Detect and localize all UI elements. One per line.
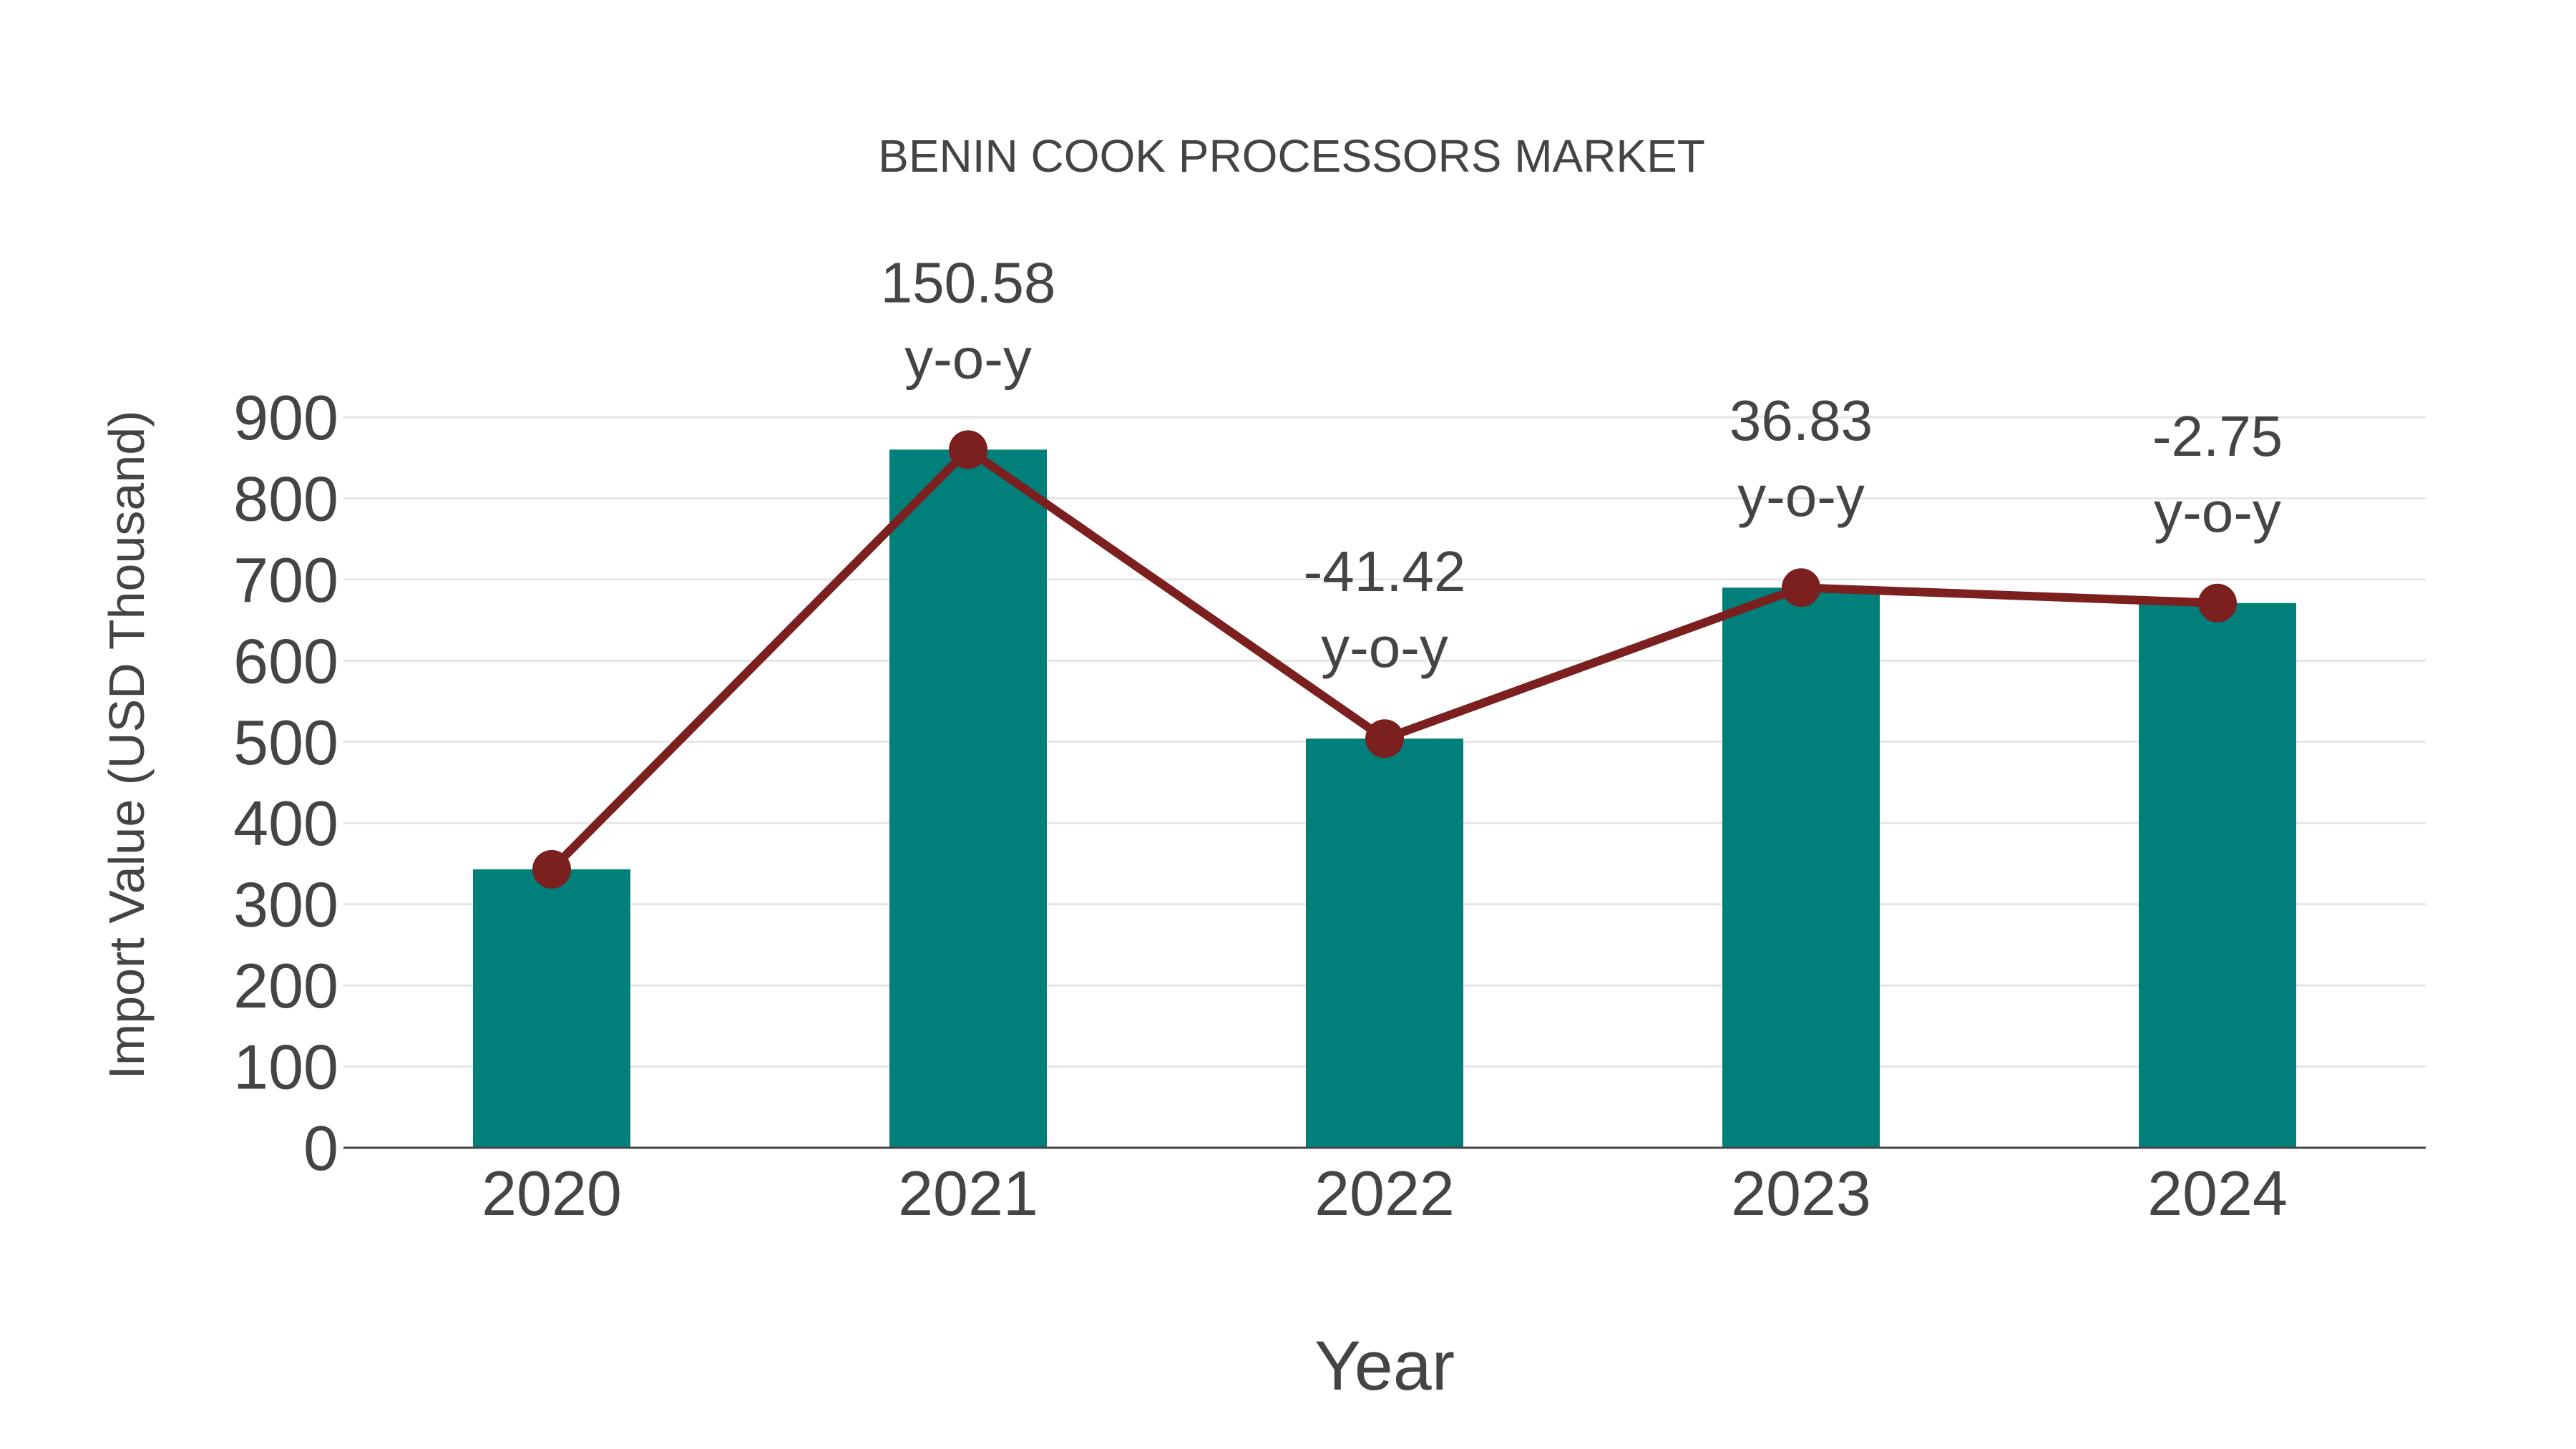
yoy-value: 36.83 [1729, 389, 1873, 452]
trend-marker [1782, 568, 1820, 608]
bar [1722, 587, 1880, 1148]
x-tick-label: 2022 [1314, 1158, 1455, 1229]
trend-marker [1365, 719, 1404, 758]
y-tick-label: 0 [303, 1113, 338, 1184]
y-tick-label: 500 [233, 707, 338, 778]
bar [473, 869, 630, 1148]
yoy-value: -41.42 [1304, 540, 1466, 603]
yoy-annotation: 36.83 y-o-y [1729, 389, 1873, 528]
x-tick-label: 2021 [898, 1158, 1038, 1229]
y-axis-title: Import Value (USD Thousand) [99, 410, 155, 1079]
x-axis-ticks: 2020 2021 2022 2023 2024 [482, 1158, 2288, 1229]
trend-line-series [532, 430, 2237, 889]
trend-marker [532, 849, 571, 889]
x-tick-label: 2023 [1731, 1158, 1871, 1229]
y-tick-label: 200 [233, 950, 338, 1021]
bar [889, 449, 1047, 1148]
yoy-annotation: -41.42 y-o-y [1304, 540, 1466, 679]
y-tick-label: 800 [233, 463, 338, 534]
chart-title: BENIN COOK PROCESSORS MARKET [878, 130, 1705, 182]
y-tick-label: 300 [233, 869, 338, 940]
trend-marker [2198, 583, 2237, 623]
bar [1306, 738, 1463, 1148]
x-tick-label: 2020 [482, 1158, 622, 1229]
x-axis-title: Year [1314, 1327, 1455, 1405]
y-tick-label: 100 [233, 1032, 338, 1103]
yoy-annotation: -2.75 y-o-y [2152, 404, 2283, 544]
y-tick-label: 600 [233, 625, 338, 696]
yoy-annotations: 150.58 y-o-y -41.42 y-o-y 36.83 y-o-y -2.75 y-o… [881, 250, 2283, 679]
yoy-label: y-o-y [2154, 480, 2281, 544]
yoy-value: 150.58 [881, 250, 1056, 314]
y-tick-label: 400 [233, 788, 338, 859]
yoy-label: y-o-y [1737, 464, 1865, 528]
yoy-label: y-o-y [904, 326, 1032, 390]
x-tick-label: 2024 [2147, 1158, 2288, 1229]
yoy-label: y-o-y [1321, 615, 1448, 679]
trend-marker [949, 430, 987, 469]
y-tick-label: 900 [233, 382, 338, 453]
yoy-annotation: 150.58 y-o-y [881, 250, 1056, 390]
bar [2139, 602, 2296, 1148]
yoy-value: -2.75 [2152, 404, 2283, 468]
y-axis-ticks: 0 100 200 300 400 500 600 700 800 900 [233, 382, 338, 1184]
bar-series [473, 449, 2296, 1148]
y-tick-label: 700 [233, 545, 338, 615]
